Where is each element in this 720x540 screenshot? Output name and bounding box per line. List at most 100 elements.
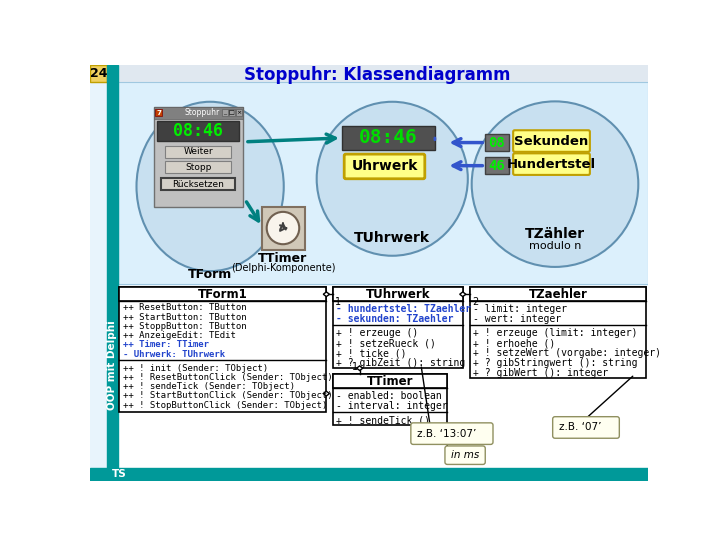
- Text: modulo n: modulo n: [528, 241, 581, 251]
- Bar: [153, 107, 243, 207]
- Text: TForm1: TForm1: [198, 288, 248, 301]
- Text: ++ ! sendeTick (Sender: TObject): ++ ! sendeTick (Sender: TObject): [123, 382, 295, 391]
- Bar: [165, 161, 231, 173]
- Text: 1: 1: [335, 296, 341, 307]
- Text: + ! sendeTick (): + ! sendeTick (): [336, 415, 430, 425]
- Ellipse shape: [266, 212, 300, 244]
- Polygon shape: [323, 292, 330, 296]
- Bar: [165, 146, 231, 158]
- Text: - interval: integer: - interval: integer: [336, 401, 447, 410]
- Bar: [333, 287, 463, 301]
- Text: + ! erzeuge (): + ! erzeuge (): [336, 328, 418, 338]
- FancyBboxPatch shape: [445, 446, 485, 464]
- Bar: [333, 374, 447, 388]
- Text: ++ ! ResetButtonClick (Sender: TObject): ++ ! ResetButtonClick (Sender: TObject): [123, 373, 333, 382]
- Bar: [153, 107, 243, 119]
- Text: + ! erhoehe (): + ! erhoehe (): [473, 338, 555, 348]
- Text: Stopp: Stopp: [185, 163, 211, 172]
- FancyBboxPatch shape: [344, 154, 425, 179]
- Text: + ! setzeRueck (): + ! setzeRueck (): [336, 338, 436, 348]
- Text: ×: ×: [236, 110, 241, 116]
- Ellipse shape: [472, 102, 639, 267]
- Bar: [333, 374, 447, 425]
- Text: Hundertstel: Hundertstel: [507, 158, 595, 171]
- Text: - limit: integer: - limit: integer: [473, 303, 567, 314]
- Text: ++ ResetButton: TButton: ++ ResetButton: TButton: [123, 303, 247, 313]
- Bar: [485, 134, 508, 151]
- Text: TUhrwerk: TUhrwerk: [354, 231, 431, 245]
- Text: - hundertstel: TZaehler: - hundertstel: TZaehler: [336, 303, 471, 314]
- Text: ++ StartButton: TButton: ++ StartButton: TButton: [123, 313, 247, 322]
- Bar: [342, 126, 435, 150]
- Polygon shape: [459, 292, 466, 296]
- Bar: [90, 65, 648, 82]
- Text: 46: 46: [488, 159, 505, 173]
- Bar: [262, 207, 305, 249]
- Bar: [469, 287, 647, 301]
- Text: + ? gibZeit (): string: + ? gibZeit (): string: [336, 358, 465, 368]
- Bar: [118, 82, 648, 284]
- Polygon shape: [356, 366, 363, 370]
- Text: 2: 2: [472, 296, 478, 307]
- Text: OOP mit Delphi: OOP mit Delphi: [107, 320, 117, 410]
- Text: TTimer: TTimer: [258, 252, 307, 265]
- Text: TS: TS: [112, 469, 127, 480]
- Bar: [229, 109, 235, 117]
- Text: 7: 7: [156, 110, 161, 116]
- Text: TForm: TForm: [188, 268, 233, 281]
- Bar: [155, 110, 162, 117]
- Text: ++ ! init (Sender: TObject): ++ ! init (Sender: TObject): [123, 363, 269, 373]
- Text: □: □: [229, 110, 235, 116]
- Text: + ? gibWert (): integer: + ? gibWert (): integer: [473, 368, 608, 378]
- Text: - wert: integer: - wert: integer: [473, 314, 561, 323]
- Text: Sekunden: Sekunden: [514, 134, 588, 147]
- Bar: [161, 178, 235, 190]
- Text: (Delphi-Komponente): (Delphi-Komponente): [230, 263, 336, 273]
- Text: - Uhrwerk: TUhrwerk: - Uhrwerk: TUhrwerk: [123, 350, 225, 359]
- Text: ++ ! StopButtonClick (Sender: TObject): ++ ! StopButtonClick (Sender: TObject): [123, 401, 328, 409]
- Text: + ! ticke (): + ! ticke (): [336, 348, 406, 358]
- Bar: [118, 286, 648, 468]
- Text: TZähler: TZähler: [525, 227, 585, 241]
- Text: Stoppuhr: Klassendiagramm: Stoppuhr: Klassendiagramm: [243, 66, 510, 84]
- Text: - sekunden: TZaehler: - sekunden: TZaehler: [336, 314, 453, 323]
- Text: _: _: [223, 110, 226, 116]
- Bar: [235, 109, 242, 117]
- Bar: [485, 157, 508, 174]
- Text: TUhrwerk: TUhrwerk: [366, 288, 430, 301]
- Text: TTimer: TTimer: [366, 375, 413, 388]
- Ellipse shape: [137, 102, 284, 271]
- Text: + ! erzeuge (limit: integer): + ! erzeuge (limit: integer): [473, 328, 637, 338]
- Text: ++ AnzeigeEdit: TEdit: ++ AnzeigeEdit: TEdit: [123, 331, 236, 340]
- Text: z.B. ‘07’: z.B. ‘07’: [559, 422, 601, 433]
- Text: + ? gibStringwert (): string: + ? gibStringwert (): string: [473, 358, 637, 368]
- Text: Stoppuhr: Stoppuhr: [184, 109, 220, 117]
- Text: ++ StoppButton: TButton: ++ StoppButton: TButton: [123, 322, 247, 331]
- Text: z.B. ‘13:07’: z.B. ‘13:07’: [417, 429, 477, 438]
- Bar: [120, 287, 326, 412]
- Text: Rücksetzen: Rücksetzen: [172, 180, 224, 188]
- Text: ++ ! StartButtonClick (Sender: TObject): ++ ! StartButtonClick (Sender: TObject): [123, 392, 333, 400]
- Polygon shape: [323, 392, 330, 396]
- Bar: [333, 287, 463, 368]
- Bar: [469, 287, 647, 378]
- Text: + ! setzeWert (vorgabe: integer): + ! setzeWert (vorgabe: integer): [473, 348, 661, 358]
- FancyBboxPatch shape: [411, 423, 493, 444]
- FancyBboxPatch shape: [513, 153, 590, 175]
- Text: ++ Timer: TTimer: ++ Timer: TTimer: [123, 340, 210, 349]
- Text: 1: 1: [352, 362, 358, 372]
- Bar: [158, 121, 239, 141]
- Text: in ms: in ms: [451, 450, 480, 460]
- Text: 08:46: 08:46: [359, 129, 418, 147]
- Bar: [107, 65, 118, 481]
- Text: TZaehler: TZaehler: [528, 288, 588, 301]
- Bar: [120, 287, 326, 301]
- Text: Weiter: Weiter: [184, 147, 213, 156]
- FancyBboxPatch shape: [513, 130, 590, 152]
- Bar: [90, 65, 107, 82]
- Text: 24: 24: [90, 67, 107, 80]
- Text: Uhrwerk: Uhrwerk: [351, 159, 418, 173]
- Text: - enabled: boolean: - enabled: boolean: [336, 390, 441, 401]
- Bar: [90, 468, 648, 481]
- Text: 08: 08: [488, 136, 505, 150]
